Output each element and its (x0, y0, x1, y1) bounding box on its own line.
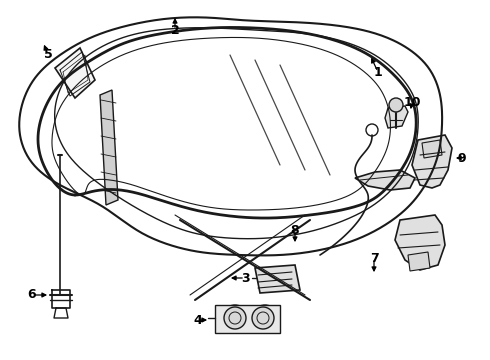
Polygon shape (412, 135, 452, 188)
Circle shape (389, 98, 403, 112)
Polygon shape (422, 140, 442, 158)
Circle shape (252, 307, 274, 329)
Text: 4: 4 (194, 314, 202, 327)
Text: 7: 7 (369, 252, 378, 265)
Text: 3: 3 (241, 271, 249, 284)
Polygon shape (255, 265, 300, 293)
Polygon shape (215, 305, 280, 333)
Polygon shape (55, 48, 95, 98)
Text: 1: 1 (374, 66, 382, 78)
Polygon shape (385, 106, 408, 128)
Text: 9: 9 (458, 152, 466, 165)
Polygon shape (355, 170, 415, 190)
Text: 8: 8 (291, 224, 299, 237)
Polygon shape (395, 215, 445, 270)
Text: 2: 2 (171, 23, 179, 36)
Text: 5: 5 (44, 49, 52, 62)
Circle shape (252, 305, 278, 331)
Circle shape (224, 307, 246, 329)
Circle shape (222, 305, 248, 331)
Text: 10: 10 (403, 96, 421, 109)
Text: 6: 6 (28, 288, 36, 302)
Polygon shape (408, 252, 430, 271)
Polygon shape (100, 90, 118, 205)
